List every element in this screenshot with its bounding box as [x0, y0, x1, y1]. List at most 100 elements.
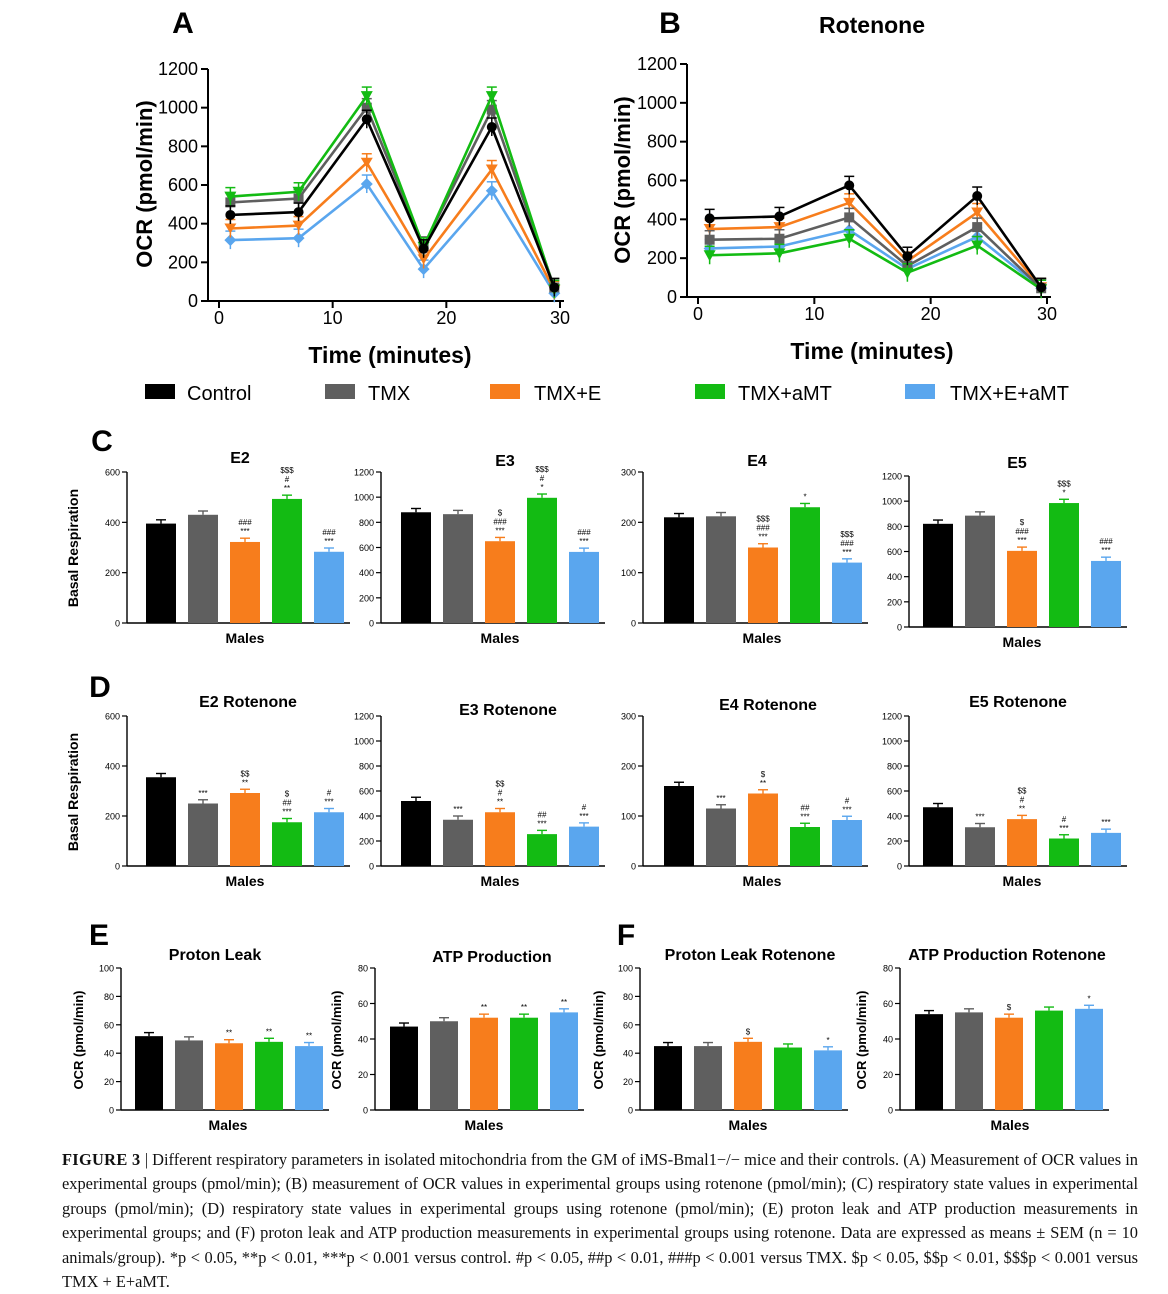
y-tick-label: 0	[109, 1106, 114, 1116]
x-axis-label: Males	[1003, 873, 1042, 889]
line-chart-a: 0 200 400 600 800 1000 1200 0 10 20 30 OCR (pmol/mi…	[132, 59, 570, 368]
x-axis-label: Males	[743, 630, 782, 646]
x-axis-label: Males	[209, 1117, 248, 1133]
bar-tmx-e	[995, 1017, 1023, 1110]
bar-tmx-e-amt	[569, 826, 599, 866]
legend-label-tmx: TMX	[368, 383, 410, 405]
series-line-tmx-e	[230, 160, 556, 291]
significance-label: **	[760, 779, 766, 788]
y-tick-label: 400	[359, 812, 374, 822]
y-tick-label: 200	[168, 252, 198, 272]
y-tick-label: 200	[359, 593, 374, 603]
y-tick-label: 100	[621, 568, 636, 578]
y-tick-label: 20	[623, 1077, 633, 1087]
data-point	[773, 248, 786, 260]
significance-label: $$$	[1057, 479, 1071, 488]
bar-control	[923, 807, 953, 866]
x-tick-label: 30	[1037, 304, 1057, 324]
x-axis-label: Males	[991, 1117, 1030, 1133]
y-tick-label: 400	[647, 209, 677, 229]
caption-label: FIGURE 3	[62, 1150, 141, 1169]
data-point	[485, 91, 498, 103]
x-tick-label: 10	[323, 308, 343, 328]
significance-label: #	[327, 789, 332, 798]
series-line-tmx-amt	[230, 92, 556, 290]
significance-label: $$$	[756, 515, 770, 524]
data-point	[361, 102, 372, 113]
bar-tmx-e	[485, 541, 515, 623]
bar-control	[146, 523, 176, 623]
significance-label: ***	[975, 813, 984, 822]
chart-title: E2	[230, 450, 250, 467]
significance-label: **	[481, 1003, 487, 1012]
significance-label: ***	[282, 808, 291, 817]
bar-tmx-e-amt	[295, 1046, 323, 1110]
significance-label: $$	[241, 769, 250, 778]
bar-tmx	[430, 1021, 458, 1110]
panel-letter-f: F	[617, 919, 635, 952]
data-point	[704, 213, 715, 224]
data-point	[225, 209, 236, 220]
data-point	[549, 282, 560, 293]
data-point	[360, 157, 373, 168]
bar-control	[664, 517, 694, 623]
y-tick-label: 1200	[158, 59, 198, 79]
legend-swatch-tmx-e-amt	[905, 384, 935, 399]
y-tick-label: 80	[883, 964, 893, 974]
significance-label: ###	[238, 518, 252, 527]
y-axis-label: OCR (pmol/min)	[854, 991, 869, 1090]
y-tick-label: 40	[104, 1049, 114, 1059]
series-line-tmx	[230, 105, 556, 288]
data-point	[1036, 282, 1047, 293]
legend-swatch-tmx-e	[490, 384, 520, 399]
significance-label: **	[306, 1032, 312, 1041]
y-tick-label: 0	[667, 287, 677, 307]
bar-tmx	[188, 803, 218, 866]
data-point	[774, 233, 785, 244]
bar-control	[664, 786, 694, 866]
bar-tmx	[694, 1046, 722, 1110]
bar-control	[390, 1026, 418, 1110]
x-axis-label: Males	[226, 873, 265, 889]
data-point	[224, 234, 237, 247]
significance-label: #	[1062, 815, 1067, 824]
data-point	[486, 122, 497, 132]
y-tick-label: 1200	[354, 712, 374, 722]
bar-chart-e-pl: 0 20 40 60 80 100 Proton Leak Males OCR (pmol/mi…	[71, 947, 329, 1133]
y-tick-label: 800	[887, 762, 902, 772]
y-tick-label: 20	[358, 1070, 368, 1080]
y-tick-label: 1000	[158, 98, 198, 118]
chart-title: E4 Rotenone	[719, 697, 817, 714]
y-tick-label: 800	[647, 132, 677, 152]
y-tick-label: 1200	[637, 54, 677, 74]
series-line-tmx-e-amt	[709, 228, 1042, 290]
bar-tmx-e	[748, 547, 778, 623]
bar-control	[401, 801, 431, 866]
data-point	[843, 197, 856, 208]
bar-tmx-e-amt	[814, 1050, 842, 1110]
y-tick-label: 0	[628, 1106, 633, 1116]
significance-label: **	[1019, 804, 1025, 813]
bar-tmx-amt	[790, 827, 820, 866]
significance-label: ***	[579, 812, 588, 821]
significance-label: $$	[496, 780, 505, 789]
chart-title: ATP Production Rotenone	[908, 947, 1106, 964]
bar-tmx-e-amt	[314, 551, 344, 623]
y-tick-label: 400	[168, 214, 198, 234]
significance-label: $$	[1018, 786, 1027, 795]
significance-label: **	[266, 1027, 272, 1036]
series-line-tmx	[709, 215, 1043, 290]
data-point	[843, 233, 856, 245]
significance-label: ***	[324, 537, 333, 546]
data-point	[704, 234, 715, 245]
bar-tmx-e	[734, 1041, 762, 1110]
bar-control	[135, 1036, 163, 1110]
significance-label: ***	[842, 548, 851, 557]
data-point	[486, 104, 497, 115]
y-tick-label: 1200	[354, 468, 374, 478]
bar-tmx-e	[1007, 819, 1037, 866]
significance-label: *	[540, 483, 543, 492]
bar-tmx-amt	[1035, 1010, 1063, 1110]
data-point	[902, 251, 913, 262]
